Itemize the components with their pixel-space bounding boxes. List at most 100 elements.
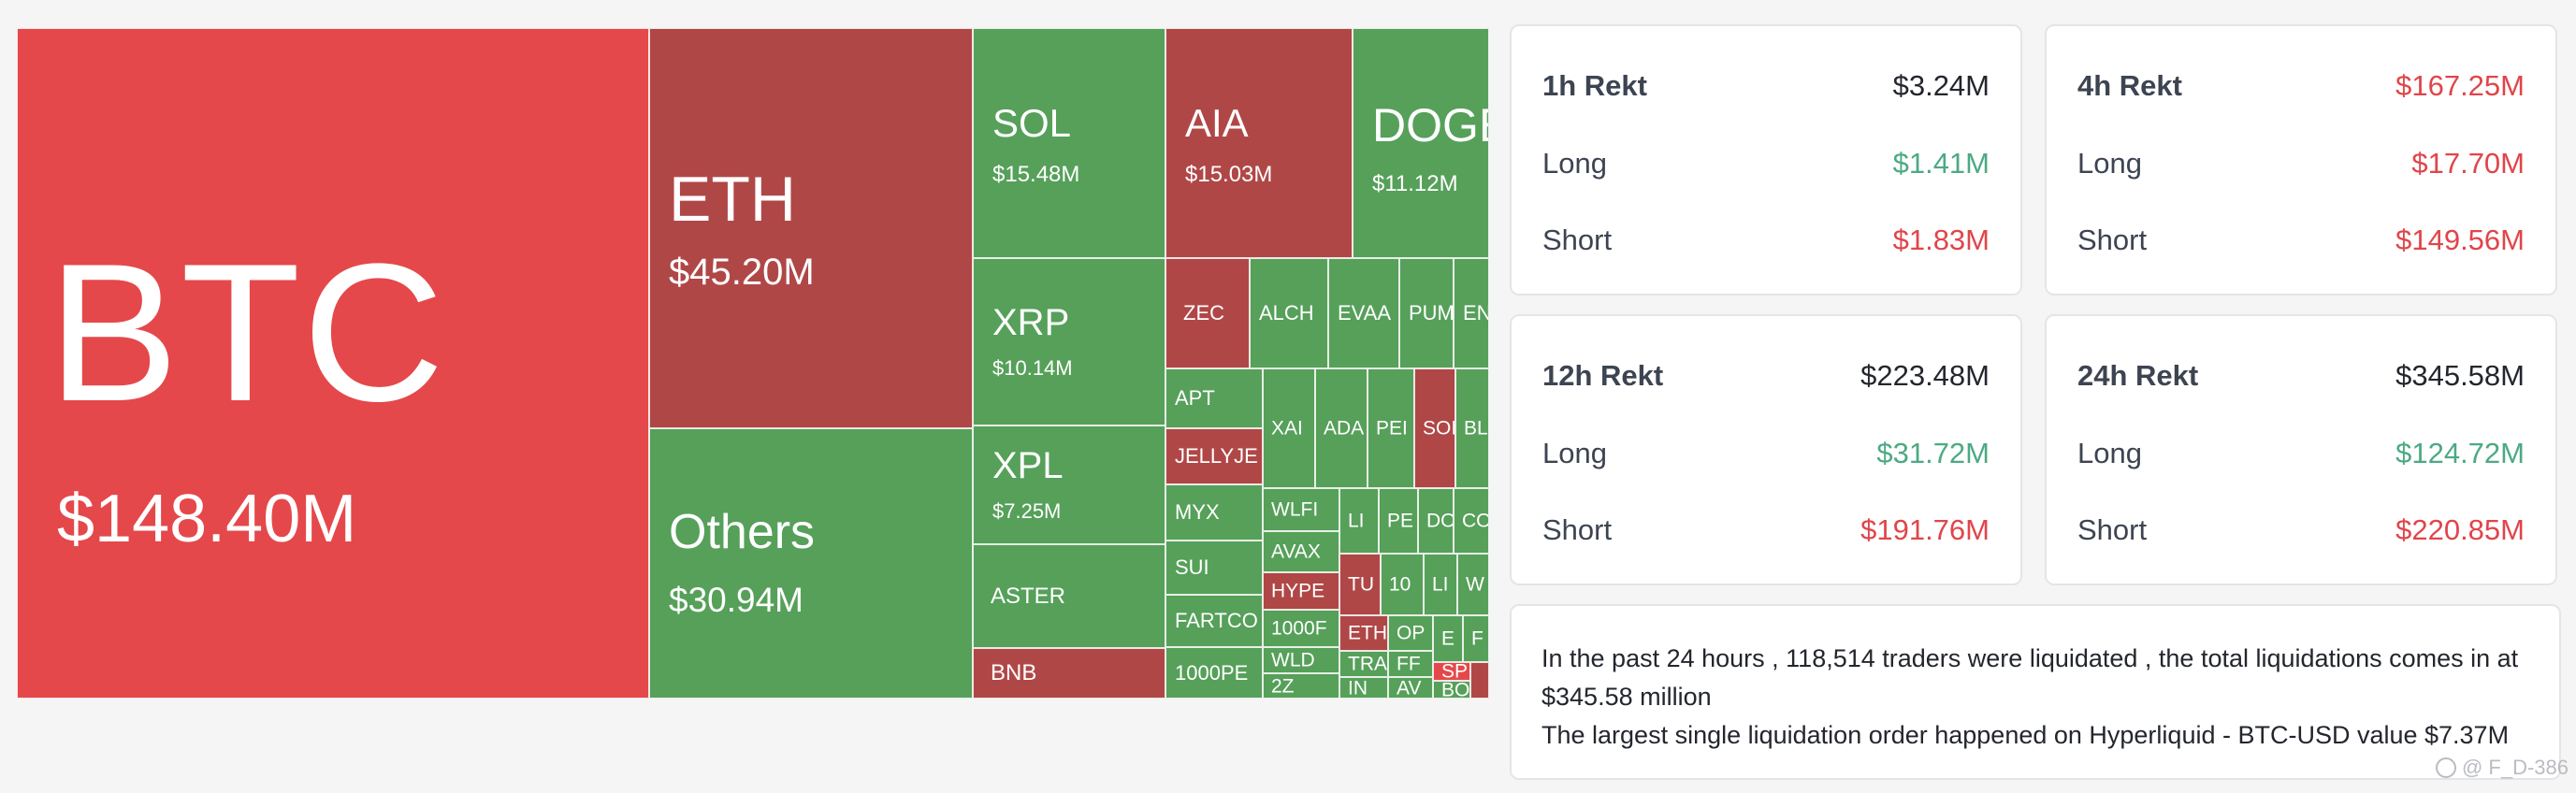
stat-long-label: Long [2077,147,2142,180]
tile-value: $15.48M [992,162,1080,187]
tile-w[interactable]: W [1457,554,1489,615]
tile-symbol: FF [1397,653,1421,675]
stat-row-short: Short $191.76M [1542,512,1990,549]
tile-xai[interactable]: XAI [1263,368,1315,488]
stat-total-value: $223.48M [1860,359,1990,392]
tile-e[interactable]: E [1433,615,1463,662]
tile-1000pepe[interactable]: 1000PE [1165,647,1263,699]
tile-symbol: XAI [1271,417,1303,440]
tile-wld[interactable]: WLD [1263,647,1339,673]
tile-sp[interactable]: SP [1433,662,1470,681]
tile-symbol: ZEC [1183,301,1224,324]
tile-symbol: BLL [1464,417,1488,440]
tile-symbol: ETH [669,164,796,235]
stat-long-value: $17.70M [2411,147,2525,180]
tile-symbol: ADA [1324,417,1365,440]
summary-card: In the past 24 hours , 118,514 traders w… [1510,604,2561,780]
tile-pei[interactable]: PEI [1368,368,1414,488]
tile-ff[interactable]: FF [1388,651,1433,677]
tile-hype[interactable]: HYPE [1263,572,1339,610]
stat-title: 4h Rekt [2077,69,2182,102]
tile-tu[interactable]: TU [1339,554,1381,615]
tile-symbol: TU [1348,573,1374,596]
stat-row-total: 4h Rekt $167.25M [2077,67,2525,105]
tile-symbol: DOGE [1372,99,1488,151]
tile-symbol: W [1466,573,1484,596]
tile-co[interactable]: CO [1454,488,1489,554]
stat-title: 1h Rekt [1542,69,1647,102]
stat-row-long: Long $31.72M [1542,435,1990,472]
tile-symbol: PEI [1376,417,1408,440]
tile-sui[interactable]: SUI [1165,541,1263,595]
tile-symbol: 1000PE [1175,660,1249,685]
tile-symbol: TRA [1348,653,1387,675]
tile-evaa[interactable]: EVAA [1328,258,1399,368]
stat-card-1h: 1h Rekt $3.24M Long $1.41M Short $1.83M [1510,24,2022,296]
tile-value: $30.94M [669,581,803,619]
stat-row-long: Long $1.41M [1542,145,1990,182]
tile-eth-small[interactable]: ETH [1339,615,1388,651]
stat-row-long: Long $17.70M [2077,145,2525,182]
tile-bll[interactable]: BLL [1455,368,1489,488]
tile-tra[interactable]: TRA [1339,651,1388,677]
stat-short-label: Short [2077,513,2148,546]
tile-in[interactable]: IN [1339,677,1388,699]
tile-symbol: BNB [991,660,1037,685]
tile-2z[interactable]: 2Z [1263,673,1339,699]
tile-aster[interactable]: ASTER [973,544,1165,648]
tile-symbol: DO [1426,510,1454,532]
tile-pe[interactable]: PE [1379,488,1418,554]
tile-bo[interactable]: BO [1433,681,1470,699]
tile-li-1[interactable]: LI [1339,488,1379,554]
tile-do[interactable]: DO [1418,488,1454,554]
tile-bnb[interactable]: BNB [973,648,1165,699]
tile-ena[interactable]: ENA [1454,258,1489,368]
tile-doge[interactable]: DOGE $11.12M [1353,28,1489,258]
stat-card-4h: 4h Rekt $167.25M Long $17.70M Short $149… [2045,24,2557,296]
tile-alch[interactable]: ALCH [1250,258,1328,368]
tile-10[interactable]: 10 [1381,554,1424,615]
stat-row-short: Short $149.56M [2077,222,2525,259]
tile-others[interactable]: Others $30.94M [649,428,973,699]
tile-symbol: 10 [1389,573,1411,596]
tile-soi[interactable]: SOI [1414,368,1455,488]
tile-unlabeled[interactable] [1470,662,1489,699]
stat-long-value: $124.72M [2395,437,2525,469]
tile-jellyjelly[interactable]: JELLYJE [1165,428,1263,484]
tile-eth[interactable]: ETH $45.20M [649,28,973,428]
tile-f[interactable]: F [1463,615,1489,662]
stat-short-label: Short [1542,223,1613,256]
tile-op[interactable]: OP [1388,615,1433,651]
tile-1000f[interactable]: 1000F [1263,610,1339,647]
summary-text-largest-order: The largest single liquidation order hap… [1541,721,2510,749]
stat-total-value: $167.25M [2395,69,2525,102]
tile-symbol: SP [1441,662,1469,681]
tile-symbol: ETH [1348,622,1387,644]
stat-card-24h: 24h Rekt $345.58M Long $124.72M Short $2… [2045,314,2557,585]
stat-row-long: Long $124.72M [2077,435,2525,472]
stat-title: 24h Rekt [2077,359,2199,392]
tile-aia[interactable]: AIA $15.03M [1165,28,1353,258]
stat-long-label: Long [1542,147,1607,180]
tile-avax[interactable]: AVAX [1263,531,1339,572]
stat-short-label: Short [2077,223,2148,256]
tile-btc[interactable]: BTC $148.40M [17,28,649,699]
tile-value: $15.03M [1185,162,1273,187]
tile-sol[interactable]: SOL $15.48M [973,28,1165,258]
tile-symbol: 2Z [1271,675,1295,697]
tile-apt[interactable]: APT [1165,368,1263,428]
tile-xrp[interactable]: XRP $10.14M [973,258,1165,425]
stat-row-total: 1h Rekt $3.24M [1542,67,1990,105]
tile-symbol: Others [669,505,816,559]
tile-myx[interactable]: MYX [1165,484,1263,541]
tile-value: $11.12M [1372,171,1458,196]
stat-short-value: $191.76M [1860,513,1990,546]
tile-xpl[interactable]: XPL $7.25M [973,425,1165,544]
tile-li-2[interactable]: LI [1424,554,1457,615]
tile-fartcoin[interactable]: FARTCO [1165,595,1263,647]
tile-zec[interactable]: ZEC [1165,258,1250,368]
tile-av[interactable]: AV [1388,677,1433,699]
tile-wlfi[interactable]: WLFI [1263,488,1339,531]
tile-ada[interactable]: ADA [1315,368,1368,488]
tile-pum[interactable]: PUM [1399,258,1454,368]
